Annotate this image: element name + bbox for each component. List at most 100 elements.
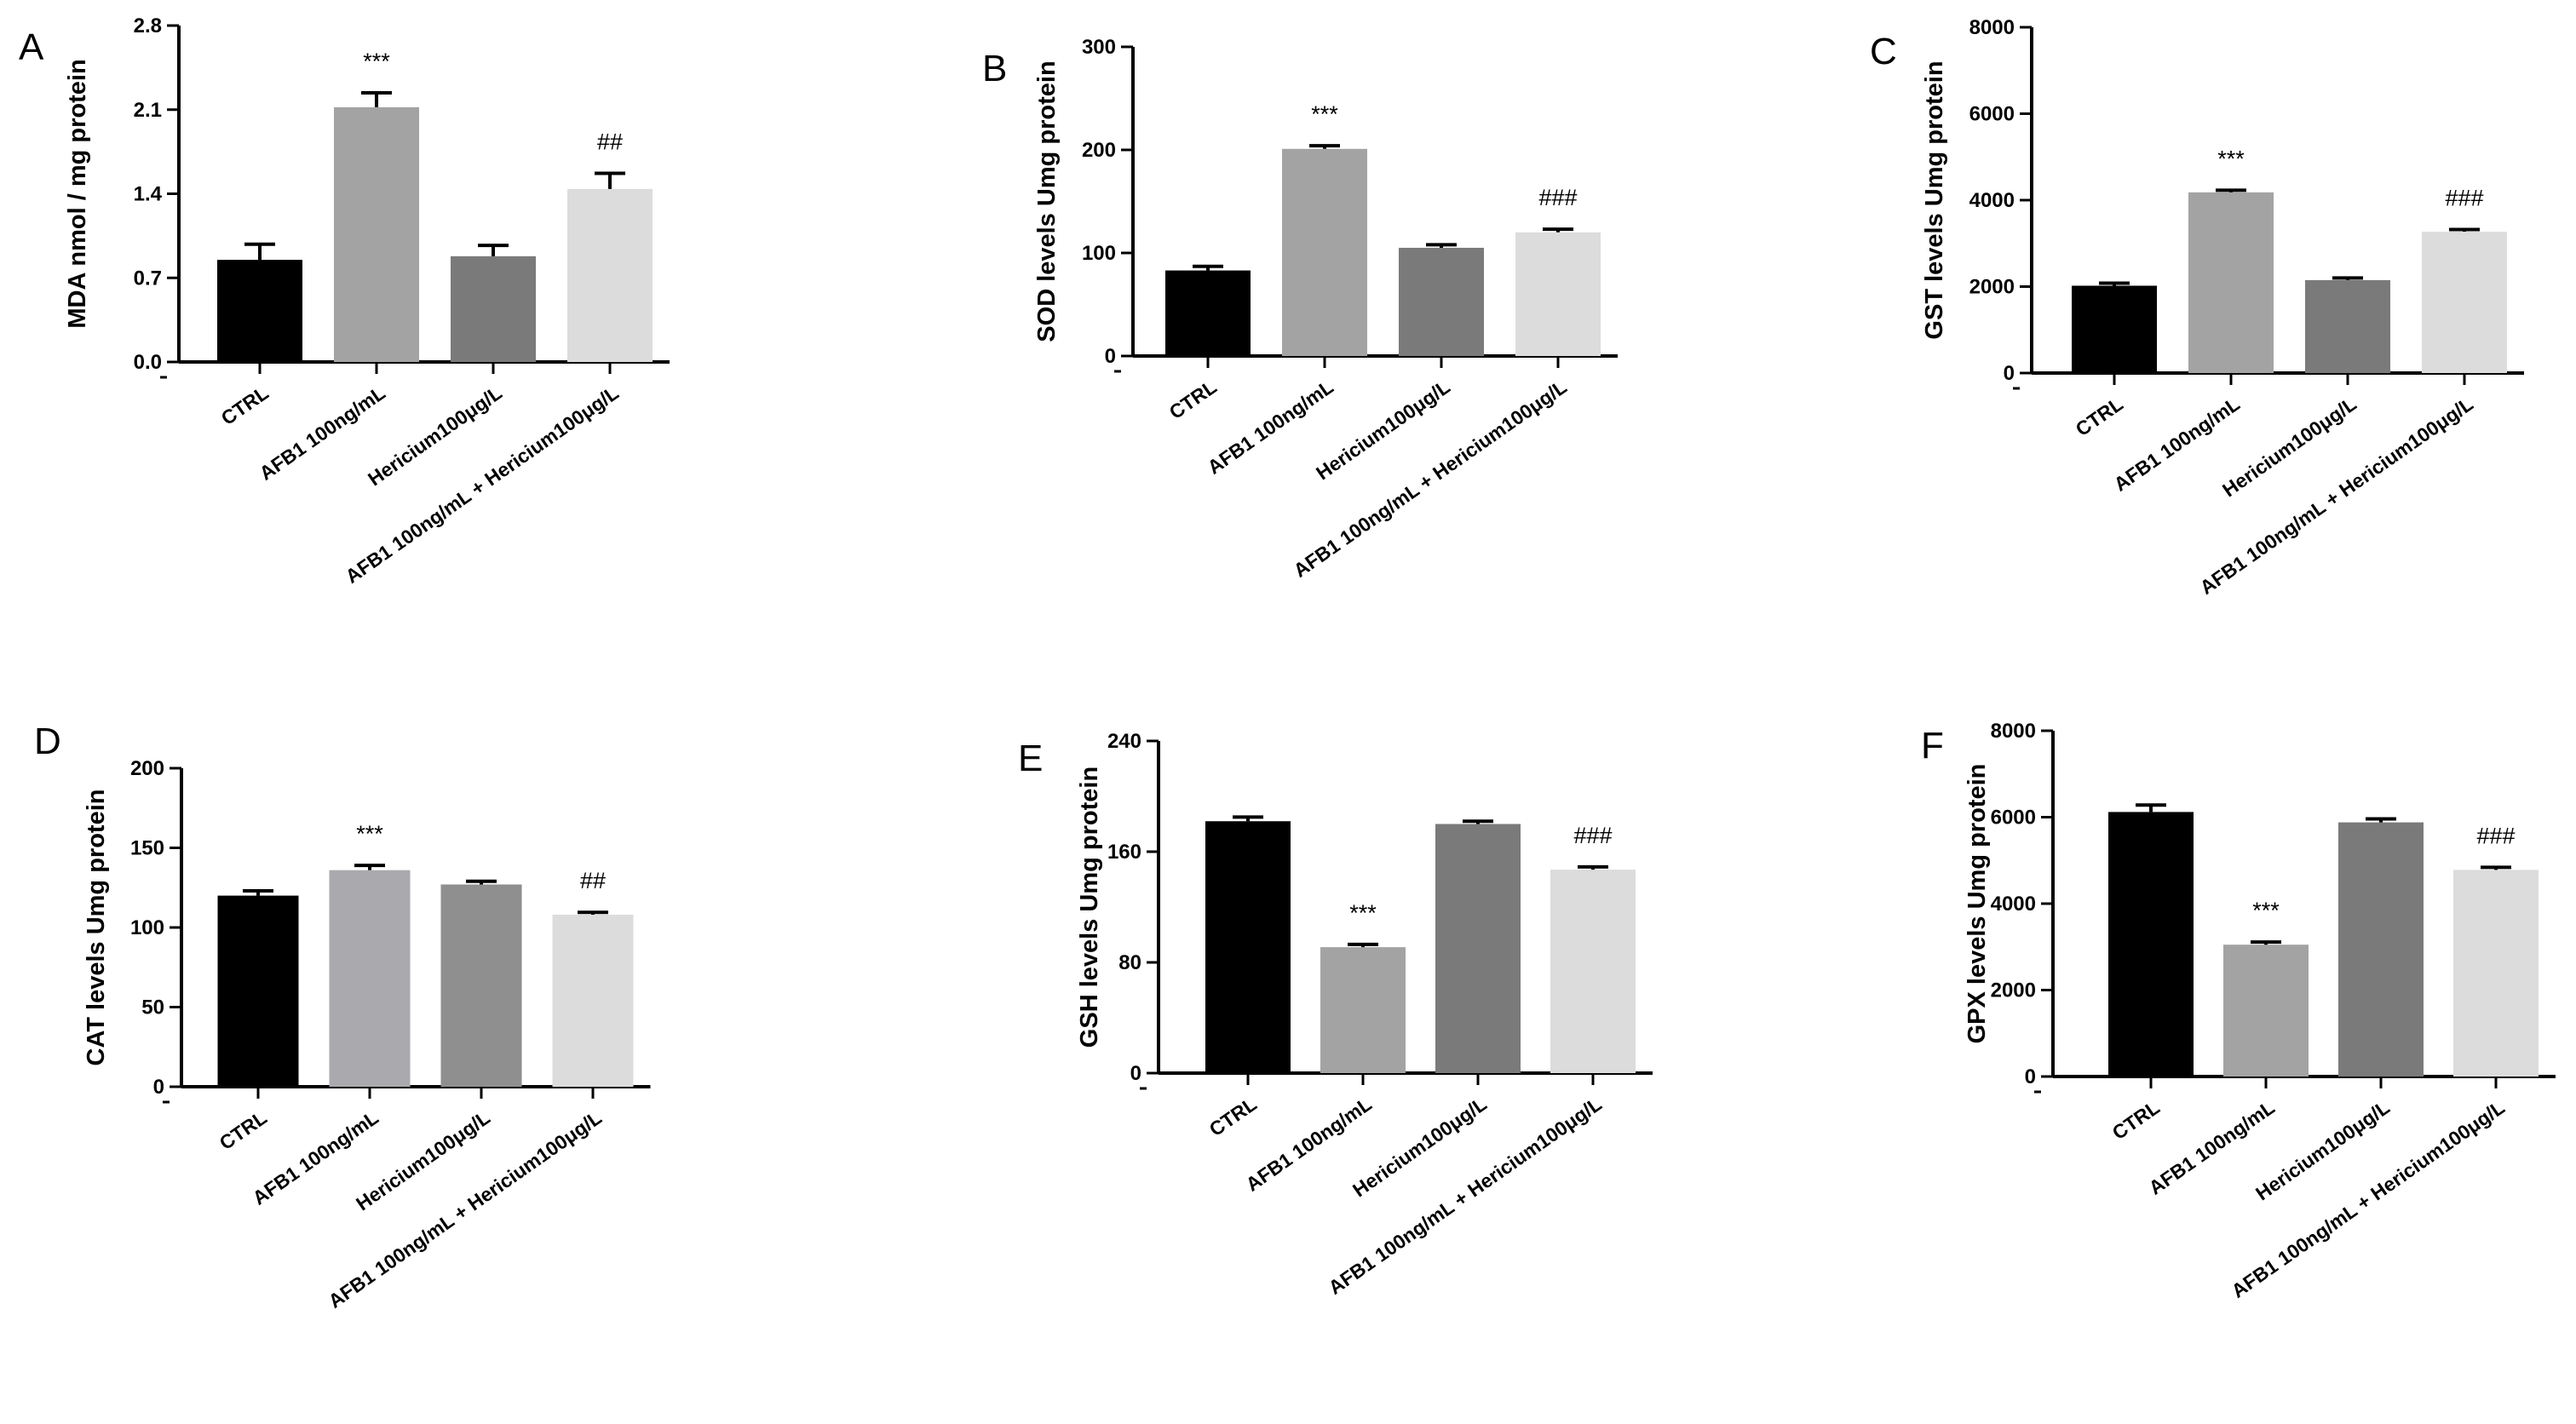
- panel-letter: C: [1870, 31, 1897, 72]
- significance-label: ###: [1573, 823, 1612, 848]
- bar-1: [217, 895, 299, 1087]
- y-tick-label: 0: [1105, 345, 1116, 368]
- chart-panel-f: F GPX levels Umg protein 0 2000 4000 6000 8000…: [1921, 720, 2556, 1302]
- error-bar-1: [2136, 803, 2166, 812]
- y-tick-label: 100: [130, 916, 164, 939]
- y-tick-label: 6000: [1969, 103, 2015, 126]
- error-bar-1: [2099, 281, 2130, 286]
- bar-4: [1515, 232, 1601, 356]
- y-axis-label: MDA nmol / mg protein: [64, 59, 91, 328]
- y-axis-label: CAT levels Umg protein: [83, 790, 110, 1066]
- significance-label: ###: [2476, 823, 2515, 848]
- error-bar-4: [578, 910, 608, 916]
- bar-2: [2223, 945, 2309, 1077]
- bar-3: [1399, 247, 1484, 356]
- y-tick-label: 8000: [1969, 16, 2015, 39]
- x-category-label: CTRL: [2108, 1096, 2164, 1144]
- error-bar-2: [361, 91, 392, 107]
- error-bar-3: [466, 879, 497, 885]
- y-axis-label: GSH levels Umg protein: [1076, 767, 1103, 1048]
- x-category-label: CTRL: [2072, 393, 2127, 440]
- error-bar-3: [1426, 243, 1457, 248]
- bar-3: [1435, 824, 1521, 1073]
- error-bar-2: [1348, 942, 1378, 948]
- bar-1: [1205, 821, 1291, 1073]
- significance-label: ###: [2445, 186, 2483, 211]
- y-tick-label: 0: [153, 1076, 164, 1099]
- error-bar-2: [2216, 188, 2246, 192]
- bar-3: [440, 884, 522, 1087]
- error-bar-4: [1578, 864, 1608, 870]
- error-bar-3: [1463, 819, 1493, 824]
- y-tick-label: 200: [130, 757, 164, 780]
- y-tick-label: 6000: [1991, 807, 2036, 830]
- bar-2: [1282, 148, 1367, 356]
- y-tick-label: 0: [2004, 362, 2015, 385]
- x-category-label: CTRL: [1165, 376, 1221, 423]
- y-tick-label: 4000: [1991, 893, 2036, 916]
- significance-label: ###: [1538, 185, 1577, 210]
- y-tick-label: 2000: [1991, 979, 2036, 1002]
- bar-4: [2453, 870, 2539, 1077]
- significance-label: ***: [1349, 900, 1377, 926]
- y-tick-label: 150: [130, 837, 164, 860]
- y-tick-label: 80: [1118, 951, 1141, 974]
- y-tick-label: 0.0: [134, 351, 162, 374]
- panel-letter: F: [1921, 725, 1944, 767]
- y-tick-label: 300: [1082, 36, 1116, 59]
- significance-label: ***: [356, 821, 383, 847]
- bar-2: [329, 870, 411, 1087]
- error-bar-4: [2449, 227, 2480, 233]
- panel-letter: E: [1018, 738, 1043, 779]
- y-tick-label: 100: [1082, 242, 1116, 265]
- bar-4: [2422, 232, 2507, 373]
- y-tick-label: 160: [1107, 841, 1141, 864]
- y-tick-label: 0.7: [134, 267, 162, 290]
- error-bar-3: [2366, 817, 2396, 823]
- bar-4: [1550, 870, 1636, 1073]
- y-tick-label: 0: [2025, 1065, 2036, 1088]
- y-axis-label: GST levels Umg protein: [1921, 60, 1948, 339]
- x-category-label: CTRL: [217, 382, 273, 429]
- significance-label: ***: [1311, 101, 1338, 127]
- bar-1: [2072, 285, 2157, 373]
- error-bar-1: [1233, 815, 1263, 822]
- y-axis-label: GPX levels Umg protein: [1964, 764, 1991, 1044]
- significance-label: ***: [2217, 146, 2245, 171]
- error-bar-1: [243, 888, 273, 896]
- bar-3: [451, 256, 536, 362]
- error-bar-4: [1543, 227, 1573, 233]
- error-bar-1: [244, 242, 275, 261]
- y-tick-label: 2.1: [134, 99, 162, 122]
- chart-panel-c: C GST levels Umg protein 0 2000 4000 6000 8000…: [1870, 16, 2524, 599]
- error-bar-3: [478, 244, 509, 256]
- error-bar-2: [2251, 940, 2281, 945]
- bar-2: [334, 106, 419, 362]
- bar-1: [1165, 270, 1251, 356]
- x-category-label: CTRL: [1205, 1093, 1261, 1140]
- chart-panel-a: A MDA nmol / mg protein 0.0 0.7 1.4 2.1 2.8 CTR…: [19, 14, 670, 588]
- panel-letter: D: [34, 721, 61, 762]
- bar-1: [2108, 812, 2194, 1077]
- bar-3: [2338, 822, 2424, 1077]
- bar-2: [2188, 192, 2274, 373]
- error-bar-3: [2332, 276, 2363, 280]
- error-bar-4: [595, 171, 625, 189]
- chart-panel-b: B SOD levels Umg protein0100200300CTRLAFB…: [982, 36, 1618, 582]
- error-bar-2: [1309, 144, 1340, 149]
- panel-letter: B: [982, 48, 1007, 89]
- y-tick-label: 50: [141, 996, 164, 1019]
- y-tick-label: 1.4: [134, 183, 163, 206]
- bar-1: [217, 260, 302, 362]
- bar-4: [552, 915, 634, 1087]
- y-tick-label: 200: [1082, 139, 1116, 162]
- bar-2: [1320, 947, 1406, 1073]
- significance-label: ***: [2252, 898, 2280, 923]
- bar-3: [2305, 279, 2390, 373]
- significance-label: ***: [363, 49, 390, 74]
- y-tick-label: 0: [1130, 1062, 1141, 1085]
- significance-label: ##: [597, 129, 623, 155]
- y-tick-label: 240: [1107, 730, 1141, 753]
